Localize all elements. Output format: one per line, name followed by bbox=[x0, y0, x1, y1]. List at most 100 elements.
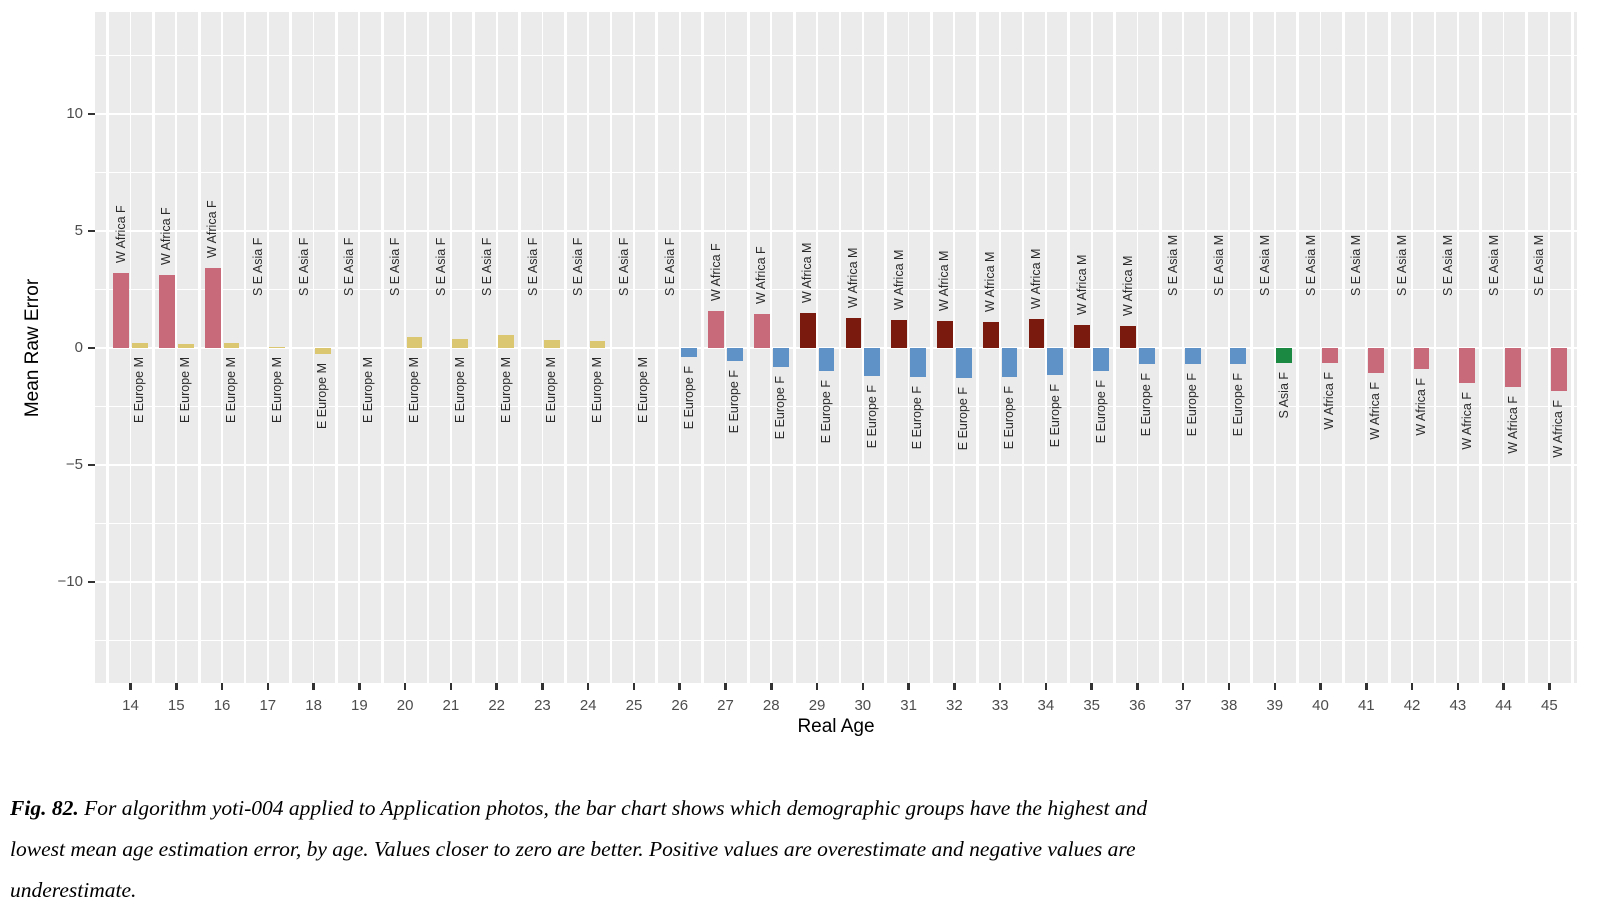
bar-min-age-15 bbox=[177, 344, 194, 348]
minor-gridline-v bbox=[792, 12, 796, 683]
caption-line-3: underestimate. bbox=[10, 877, 137, 898]
bar-group-label-max: W Africa M bbox=[800, 242, 815, 303]
x-axis-tick-label: 17 bbox=[259, 697, 277, 714]
x-axis-tick bbox=[861, 683, 865, 690]
major-gridline-v bbox=[907, 12, 910, 683]
y-axis-tick bbox=[88, 346, 95, 350]
x-axis-tick bbox=[1502, 683, 1505, 690]
bar-group-label-min-text: E Europe M bbox=[361, 357, 376, 424]
bar-group-label-max: S E Asia M bbox=[1486, 234, 1501, 296]
bar-group-label-max: S E Asia F bbox=[479, 237, 494, 296]
minor-gridline-v bbox=[701, 12, 705, 683]
bar-min-age-45 bbox=[1550, 348, 1567, 392]
bar-min-age-17 bbox=[269, 346, 286, 348]
bar-min-age-31 bbox=[910, 348, 926, 378]
bar-group-label-max: S E Asia F bbox=[433, 237, 448, 296]
x-axis-tick bbox=[266, 683, 270, 690]
y-axis-tick bbox=[88, 463, 95, 467]
x-axis-tick bbox=[403, 683, 407, 690]
y-axis-tick-label: 5 bbox=[74, 222, 83, 239]
major-gridline-v bbox=[999, 12, 1002, 683]
bar-min-age-37 bbox=[1184, 348, 1201, 365]
bar-min-age-43 bbox=[1459, 348, 1476, 384]
figure-caption: Fig. 82. For algorithm yoti-004 applied … bbox=[10, 788, 1300, 898]
major-gridline-v bbox=[1182, 12, 1185, 683]
minor-gridline-h bbox=[95, 288, 1577, 291]
x-axis-tick-label: 24 bbox=[579, 697, 597, 714]
bar-group-label-min-text: W Africa F bbox=[1368, 381, 1383, 440]
bar-group-label-min-text: W Africa F bbox=[1413, 378, 1428, 436]
x-axis-tick bbox=[586, 683, 590, 690]
x-axis-tick bbox=[449, 683, 453, 690]
minor-gridline-v bbox=[243, 12, 247, 683]
bar-min-age-21 bbox=[452, 338, 469, 348]
x-axis-tick bbox=[175, 683, 178, 690]
bar-max-age-33 bbox=[982, 322, 999, 348]
x-axis-tick-label: 38 bbox=[1220, 697, 1238, 714]
bar-group-label-min-text: W Africa F bbox=[1322, 372, 1337, 430]
x-axis-tick bbox=[1273, 683, 1276, 690]
major-gridline-v bbox=[129, 12, 132, 683]
bar-group-label-max: S E Asia M bbox=[1166, 234, 1181, 296]
major-gridline-v bbox=[633, 12, 635, 683]
bar-min-age-27 bbox=[727, 348, 743, 361]
x-axis-tick-label: 31 bbox=[900, 697, 917, 714]
bar-group-label-max: W Africa M bbox=[891, 249, 906, 310]
bar-group-label-min-text: E Europe F bbox=[773, 375, 788, 439]
major-gridline-v bbox=[770, 12, 773, 683]
bar-group-label-max: W Africa F bbox=[708, 242, 723, 301]
major-gridline-h bbox=[95, 346, 1577, 350]
bar-group-label-min-text: E Europe M bbox=[635, 357, 650, 424]
x-axis-tick bbox=[907, 683, 910, 690]
x-axis-tick bbox=[724, 683, 727, 690]
x-axis-tick bbox=[632, 683, 636, 690]
bar-group-label-min-text: E Europe M bbox=[315, 362, 330, 429]
bar-min-age-33 bbox=[1001, 348, 1018, 378]
x-axis-tick bbox=[1319, 683, 1322, 690]
x-axis-tick-label: 20 bbox=[396, 697, 414, 714]
x-axis-tick-label: 33 bbox=[991, 697, 1009, 714]
x-axis-tick bbox=[1227, 683, 1231, 690]
x-axis-tick bbox=[1181, 683, 1185, 690]
major-gridline-v bbox=[1456, 12, 1459, 683]
bar-min-age-14 bbox=[132, 343, 148, 348]
bar-group-label-max: S E Asia M bbox=[1212, 234, 1227, 296]
major-gridline-v bbox=[1365, 12, 1368, 683]
x-axis-title: Real Age bbox=[797, 716, 875, 737]
bar-min-age-20 bbox=[406, 337, 423, 348]
major-gridline-v bbox=[495, 12, 498, 683]
bar-max-age-27 bbox=[708, 310, 724, 348]
bar-group-label-max: S E Asia F bbox=[250, 237, 265, 296]
minor-gridline-v bbox=[1067, 12, 1071, 683]
x-axis-tick bbox=[312, 683, 315, 690]
x-axis-tick-label: 45 bbox=[1541, 697, 1558, 714]
bar-group-label-max: S E Asia M bbox=[1440, 234, 1455, 296]
bar-max-age-31 bbox=[891, 319, 908, 348]
bar-group-label-max: S E Asia F bbox=[525, 237, 540, 296]
bar-min-age-26 bbox=[681, 348, 698, 358]
bar-min-age-29 bbox=[818, 348, 835, 372]
major-gridline-v bbox=[1502, 12, 1505, 683]
major-gridline-v bbox=[266, 12, 269, 683]
bar-group-label-min-text: E Europe F bbox=[1185, 373, 1200, 437]
x-axis-tick-label: 41 bbox=[1357, 697, 1375, 714]
bar-group-label-max: S E Asia F bbox=[617, 237, 632, 296]
minor-gridline-v bbox=[1387, 12, 1391, 683]
x-axis-tick-label: 25 bbox=[625, 697, 643, 714]
bar-min-age-44 bbox=[1505, 348, 1521, 387]
bar-min-age-22 bbox=[498, 335, 514, 348]
bar-max-age-14 bbox=[113, 273, 129, 348]
y-axis-tick-label: 0 bbox=[74, 339, 83, 356]
bar-min-age-39 bbox=[1276, 348, 1293, 364]
minor-gridline-v bbox=[1342, 12, 1345, 683]
x-axis-tick bbox=[495, 683, 498, 690]
bar-max-age-28 bbox=[753, 314, 770, 348]
major-gridline-h bbox=[95, 463, 1577, 467]
major-gridline-v bbox=[724, 12, 727, 683]
x-axis-tick bbox=[770, 683, 773, 690]
bar-group-label-min-text: E Europe M bbox=[178, 357, 193, 424]
bar-group-label-max: S E Asia M bbox=[1349, 234, 1364, 296]
x-axis-tick-label: 40 bbox=[1312, 697, 1329, 714]
minor-gridline-v bbox=[1021, 12, 1025, 683]
major-gridline-v bbox=[1411, 12, 1413, 683]
